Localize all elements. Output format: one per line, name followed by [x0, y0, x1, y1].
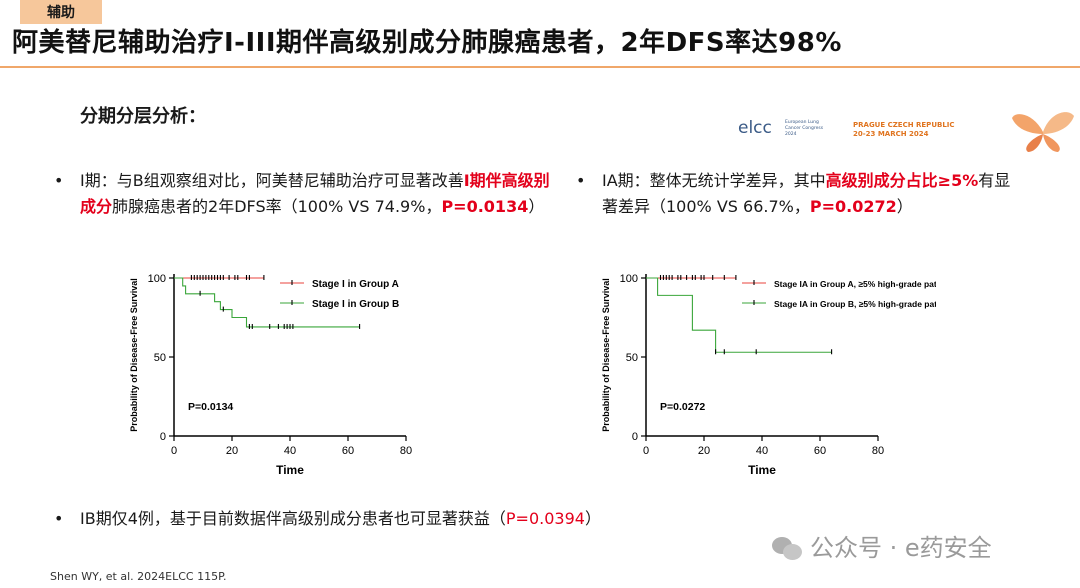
- x-tick-label: 0: [171, 445, 177, 457]
- legend-label: Stage IA in Group B, ≥5% high-grade patt…: [774, 299, 936, 309]
- bullet-text: ）: [584, 509, 601, 528]
- km-plot-stage-ia: 0 50 100 0 20 40 60 80 Time Probability of Diseas…: [601, 273, 958, 477]
- x-tick-label: 40: [284, 445, 296, 457]
- x-tick-label: 20: [698, 445, 710, 457]
- x-tick-label: 80: [400, 445, 412, 457]
- bullet-highlight: I期伴高级别成分: [80, 171, 550, 216]
- x-axis-label: Time: [748, 463, 776, 477]
- x-tick-label: 0: [643, 445, 649, 457]
- y-tick-label: 0: [160, 431, 166, 443]
- wechat-icon: [772, 537, 802, 561]
- conference-city: PRAGUE CZECH REPUBLIC: [853, 121, 955, 129]
- legend-label: Stage IA in Group A, ≥5% high-grade patt…: [774, 279, 936, 289]
- bullet-text: IA期：整体无统计学差异，其中: [602, 171, 826, 190]
- y-tick-label: 100: [620, 273, 638, 285]
- bullet-text: IB期仅4例，基于目前数据伴高级别成分患者也可显著获益（: [80, 509, 506, 528]
- bullet-text: ）: [528, 197, 545, 216]
- y-tick-label: 50: [154, 352, 166, 364]
- legend-label: Stage I in Group B: [312, 299, 399, 310]
- title-divider: [0, 66, 1080, 68]
- page-title: 阿美替尼辅助治疗I-III期伴高级别成分肺腺癌患者，2年DFS率达98%: [12, 28, 842, 58]
- bullet-text: 有显著差异（100% VS 66.7%，: [602, 171, 1011, 216]
- y-tick-label: 100: [148, 273, 166, 285]
- conference-logo: elcc European Lung Cancer Congress 2024 …: [738, 116, 1008, 144]
- bullet-dot: •: [54, 509, 64, 528]
- bullet-text: 肺腺癌患者的2年DFS率（100% VS 74.9%，: [112, 197, 442, 216]
- bullet-highlight: 高级别成分占比≥5%: [825, 171, 979, 190]
- bullet-dot: •: [54, 171, 64, 190]
- x-tick-label: 20: [226, 445, 238, 457]
- bullet-text: I期：与B组观察组对比，阿美替尼辅助治疗可显著改善: [80, 171, 464, 190]
- series-line: [174, 277, 360, 328]
- conference-dates: 20-23 MARCH 2024: [853, 130, 929, 138]
- y-tick-label: 50: [626, 352, 638, 364]
- y-axis-label: Probability of Disease-Free Survival: [129, 278, 139, 432]
- conference-name: elcc: [738, 118, 772, 138]
- km-chart-stage-i: 0 50 100 0 20 40 60 80 Time Probability of Diseas…: [124, 266, 464, 490]
- p-value-annotation: P=0.0272: [660, 401, 705, 413]
- bullet-p-value: P=0.0134: [441, 197, 529, 216]
- km-chart-stage-ia: 0 50 100 0 20 40 60 80 Time Probability of Diseas…: [596, 266, 958, 490]
- watermark: 公众号 · e药安全: [772, 528, 992, 563]
- legend-label: Stage I in Group A: [312, 279, 399, 290]
- bullet-dot: •: [576, 171, 586, 190]
- bullet-p-value: P=0.0394: [505, 509, 585, 528]
- x-tick-label: 60: [814, 445, 826, 457]
- km-plot-stage-i: 0 50 100 0 20 40 60 80 Time Probability of Diseas…: [129, 273, 412, 477]
- x-tick-label: 80: [872, 445, 884, 457]
- bullet-stage-i: • I期：与B组观察组对比，阿美替尼辅助治疗可显著改善I期伴高级别成分肺腺癌患者的…: [54, 168, 550, 220]
- x-axis-label: Time: [276, 463, 304, 477]
- butterfly-logo-icon: [1012, 112, 1074, 152]
- series-line: [646, 277, 832, 353]
- conference-location: PRAGUE CZECH REPUBLIC 20-23 MARCH 2024: [853, 121, 955, 139]
- section-tag: 辅助: [20, 0, 102, 24]
- bullet-stage-ia: • IA期：整体无统计学差异，其中高级别成分占比≥5%有显著差异（100% VS …: [576, 168, 1022, 220]
- x-tick-label: 40: [756, 445, 768, 457]
- reference-citation: Shen WY, et al. 2024ELCC 115P.: [50, 570, 227, 583]
- section-subheading: 分期分层分析：: [80, 106, 206, 127]
- bullet-p-value: P=0.0272: [809, 197, 897, 216]
- y-axis-label: Probability of Disease-Free Survival: [601, 278, 611, 432]
- x-tick-label: 60: [342, 445, 354, 457]
- p-value-annotation: P=0.0134: [188, 401, 233, 413]
- bullet-text: ）: [896, 197, 913, 216]
- y-tick-label: 0: [632, 431, 638, 443]
- conference-subtitle: European Lung Cancer Congress 2024: [785, 120, 824, 137]
- bullet-stage-ib: • IB期仅4例，基于目前数据伴高级别成分患者也可显著获益（P=0.0394）: [54, 506, 780, 532]
- watermark-text: 公众号 · e药安全: [810, 534, 992, 562]
